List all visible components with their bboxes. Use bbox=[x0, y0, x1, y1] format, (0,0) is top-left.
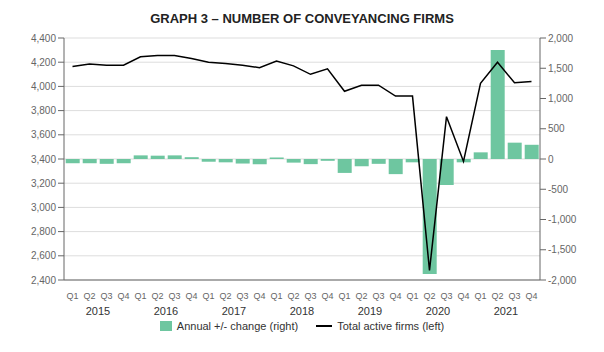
svg-text:Q3: Q3 bbox=[236, 291, 248, 301]
svg-text:3,200: 3,200 bbox=[31, 178, 56, 189]
svg-text:2019: 2019 bbox=[358, 305, 382, 317]
svg-text:Q1: Q1 bbox=[406, 291, 418, 301]
svg-text:1,500: 1,500 bbox=[548, 63, 573, 74]
svg-text:Q4: Q4 bbox=[525, 291, 537, 301]
svg-text:Q2: Q2 bbox=[83, 291, 95, 301]
svg-text:Q4: Q4 bbox=[457, 291, 469, 301]
svg-text:2015: 2015 bbox=[86, 305, 110, 317]
svg-text:Q1: Q1 bbox=[270, 291, 282, 301]
svg-text:3,800: 3,800 bbox=[31, 105, 56, 116]
svg-text:Q3: Q3 bbox=[304, 291, 316, 301]
html-text:GRAPH 3 – NUMBER OF CONVEYANCI: GRAPH 3 – NUMBER OF CONVEYANCING FIRMS bbox=[150, 11, 454, 26]
svg-text:4,200: 4,200 bbox=[31, 57, 56, 68]
svg-text:2,800: 2,800 bbox=[31, 226, 56, 237]
svg-text:-1,500: -1,500 bbox=[548, 244, 577, 255]
svg-text:Q2: Q2 bbox=[219, 291, 231, 301]
svg-text:Q4: Q4 bbox=[117, 291, 129, 301]
svg-text:Q1: Q1 bbox=[474, 291, 486, 301]
svg-text:Q4: Q4 bbox=[321, 291, 333, 301]
svg-text:3,400: 3,400 bbox=[31, 154, 56, 165]
svg-text:2017: 2017 bbox=[222, 305, 246, 317]
svg-text:-1,000: -1,000 bbox=[548, 214, 577, 225]
svg-text:Q4: Q4 bbox=[185, 291, 197, 301]
html-text:Annual +/- change (right): Annual +/- change (right) bbox=[176, 320, 299, 332]
svg-text:Q2: Q2 bbox=[287, 291, 299, 301]
svg-text:0: 0 bbox=[548, 154, 554, 165]
svg-text:Q3: Q3 bbox=[372, 291, 384, 301]
svg-text:2021: 2021 bbox=[494, 305, 518, 317]
svg-text:4,000: 4,000 bbox=[31, 81, 56, 92]
svg-text:Q2: Q2 bbox=[151, 291, 163, 301]
svg-text:Q2: Q2 bbox=[491, 291, 503, 301]
svg-text:Q3: Q3 bbox=[168, 291, 180, 301]
svg-text:2,600: 2,600 bbox=[31, 250, 56, 261]
svg-text:Q4: Q4 bbox=[389, 291, 401, 301]
html-text:Total active firms (left): Total active firms (left) bbox=[337, 320, 445, 332]
svg-text:Q2: Q2 bbox=[423, 291, 435, 301]
svg-text:Q3: Q3 bbox=[440, 291, 452, 301]
svg-text:2,000: 2,000 bbox=[548, 33, 573, 44]
svg-text:-500: -500 bbox=[548, 184, 568, 195]
svg-text:4,400: 4,400 bbox=[31, 33, 56, 44]
svg-text:-2,000: -2,000 bbox=[548, 275, 577, 286]
svg-text:2020: 2020 bbox=[426, 305, 450, 317]
svg-text:Q1: Q1 bbox=[134, 291, 146, 301]
svg-text:500: 500 bbox=[548, 123, 565, 134]
svg-text:Q3: Q3 bbox=[508, 291, 520, 301]
svg-text:2018: 2018 bbox=[290, 305, 314, 317]
svg-text:2,400: 2,400 bbox=[31, 275, 56, 286]
svg-text:Q1: Q1 bbox=[66, 291, 78, 301]
svg-text:Q2: Q2 bbox=[355, 291, 367, 301]
svg-text:3,000: 3,000 bbox=[31, 202, 56, 213]
svg-text:Q1: Q1 bbox=[338, 291, 350, 301]
svg-text:Q1: Q1 bbox=[202, 291, 214, 301]
svg-text:Q4: Q4 bbox=[253, 291, 265, 301]
svg-text:3,600: 3,600 bbox=[31, 129, 56, 140]
svg-text:1,000: 1,000 bbox=[548, 93, 573, 104]
svg-text:Q3: Q3 bbox=[100, 291, 112, 301]
svg-text:2016: 2016 bbox=[154, 305, 178, 317]
